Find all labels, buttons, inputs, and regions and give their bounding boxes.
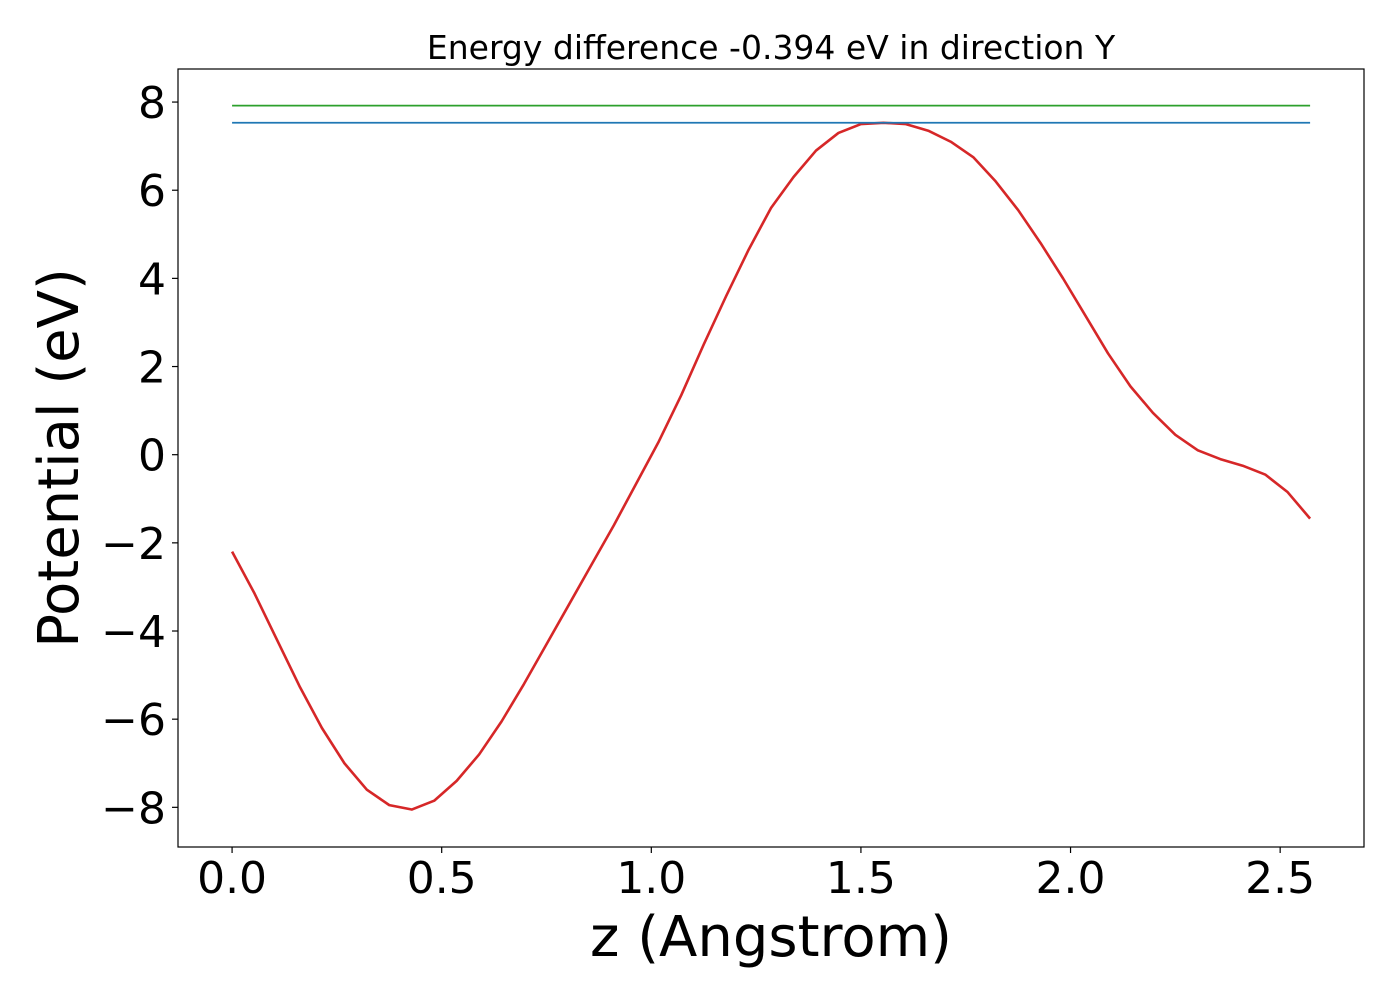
x-tick-label: 1.0	[616, 853, 686, 904]
y-axis-label: Potential (eV)	[27, 268, 92, 648]
y-axis: 8 6 4 2 0 −2 −4 −6 −8	[101, 78, 178, 834]
potential-curve	[230, 121, 1312, 811]
x-tick-label: 2.5	[1245, 853, 1315, 904]
x-axis: 0.0 0.5 1.0 1.5 2.0 2.5	[197, 847, 1315, 904]
x-tick-label: 0.0	[197, 853, 267, 904]
x-tick-label: 1.5	[826, 853, 896, 904]
y-tick-label: 2	[138, 343, 166, 394]
series-layer	[230, 104, 1312, 811]
y-tick-label: −2	[101, 519, 166, 570]
x-axis-label: z (Angstrom)	[590, 905, 952, 970]
chart-title: Energy difference -0.394 eV in direction…	[427, 28, 1116, 67]
y-tick-label: −8	[101, 783, 166, 834]
y-tick-label: 0	[138, 431, 166, 482]
y-tick-label: −4	[101, 607, 166, 658]
y-tick-label: 4	[138, 254, 166, 305]
plot-area-frame	[177, 68, 1365, 848]
y-tick-label: 8	[138, 78, 166, 129]
x-tick-label: 2.0	[1036, 853, 1106, 904]
y-tick-label: −6	[101, 695, 166, 746]
y-tick-label: 6	[138, 166, 166, 217]
x-tick-label: 0.5	[407, 853, 477, 904]
